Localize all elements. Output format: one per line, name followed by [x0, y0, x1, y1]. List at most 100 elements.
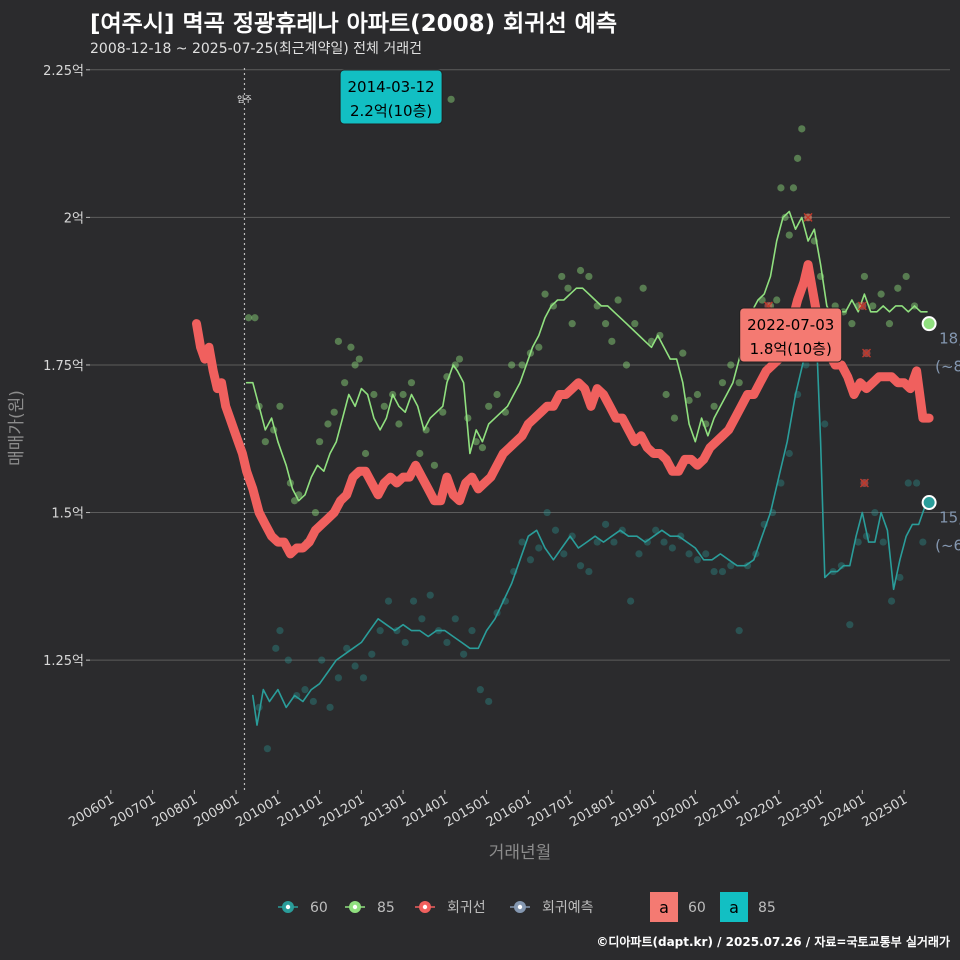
scatter-point-60 [919, 538, 927, 546]
scatter-point-60 [334, 674, 342, 682]
scatter-point-85 [541, 290, 549, 298]
x-tick-label: 201901 [609, 792, 659, 830]
scatter-point-85 [670, 414, 679, 422]
scatter-point-60 [585, 567, 593, 576]
scatter-point-85 [639, 284, 647, 292]
scatter-point-60 [272, 644, 280, 652]
x-tick-label: 201801 [567, 792, 617, 830]
scatter-point-60 [376, 627, 384, 635]
scatter-point-85 [614, 296, 622, 304]
scatter-point-60 [821, 420, 829, 428]
x-tick-label: 202001 [651, 792, 701, 830]
scatter-point-60 [343, 644, 351, 652]
scatter-point-85 [718, 379, 727, 387]
scatter-point-85 [334, 337, 342, 345]
x-tick-label: 201601 [484, 792, 534, 830]
scatter-point-85 [493, 390, 501, 399]
scatter-point-60 [476, 686, 484, 694]
legend-key-center [422, 904, 428, 910]
prediction-value-label: 18,200 [939, 330, 960, 348]
scatter-point-60 [887, 597, 896, 605]
y-tick-label: 1.25억 [43, 654, 84, 669]
scatter-point-60 [601, 520, 610, 528]
scatter-point-85 [848, 320, 856, 328]
scatter-point-60 [560, 550, 568, 558]
scatter-point-60 [409, 597, 418, 605]
scatter-point-60 [896, 573, 904, 582]
scatter-point-60 [677, 532, 685, 540]
scatter-point-85 [324, 420, 332, 428]
scatter-point-60 [913, 479, 921, 487]
scatter-point-85 [558, 272, 566, 281]
scatter-point-60 [693, 556, 702, 564]
scatter-point-85 [885, 320, 894, 328]
scatter-point-60 [593, 538, 601, 546]
scatter-point-60 [368, 650, 376, 658]
scatter-point-85 [464, 414, 472, 422]
scatter-point-85 [869, 302, 877, 310]
scatter-point-60 [627, 597, 635, 605]
scatter-point-60 [660, 538, 668, 546]
scatter-point-85 [608, 337, 616, 345]
prediction-point-85 [921, 316, 937, 332]
scatter-point-85 [485, 402, 493, 410]
scatter-point-85 [622, 361, 631, 369]
x-tick-label: 201301 [359, 792, 409, 830]
x-tick-label: 200901 [192, 792, 242, 830]
move-in-marker: 입주 [237, 68, 252, 790]
scatter-point-85 [508, 361, 516, 369]
annotation-date: 2014-03-12 [348, 78, 435, 96]
legend-key-center [517, 904, 523, 910]
scatter-point-60 [326, 703, 334, 711]
legend-key-center [285, 904, 291, 910]
scatter-point-60 [735, 627, 743, 635]
x-tick-label: 202201 [734, 792, 784, 830]
chart-subtitle: 2008-12-18 ~ 2025-07-25(최근계약일) 전체 거래건 [90, 41, 422, 57]
series-line-85 [245, 210, 928, 502]
scatter-point-60 [635, 550, 643, 558]
scatter-point-85 [679, 349, 687, 357]
scatter-point-85 [727, 361, 735, 369]
scatter-point-60 [309, 697, 317, 706]
x-tick-label: 201401 [400, 792, 450, 830]
legend-key-center [352, 904, 358, 910]
scatter-point-60 [551, 526, 560, 534]
scatter-point-60 [401, 638, 409, 647]
y-tick-label: 2.25억 [43, 64, 84, 79]
prediction-value-label: 15,167 [939, 509, 960, 527]
scatter-point-85 [735, 379, 743, 387]
scatter-point-85 [518, 361, 526, 369]
scatter-point-60 [710, 567, 718, 576]
scatter-point-85 [785, 231, 793, 239]
scatter-point-60 [846, 621, 854, 629]
x-tick-label: 200601 [66, 792, 116, 830]
scatter-point-60 [526, 556, 535, 564]
scatter-point-60 [518, 538, 526, 546]
x-tick-label: 201701 [526, 792, 576, 830]
annotation-box [739, 307, 843, 363]
scatter-point-85 [355, 355, 363, 363]
scatter-point-60 [904, 479, 912, 487]
x-tick-label: 200701 [108, 792, 158, 830]
prediction-points: 18,200 (~85㎡) 15,167 (~60㎡) [921, 316, 960, 555]
scatter-point-60 [443, 638, 451, 647]
scatter-point-85 [631, 320, 639, 328]
prediction-area-label: (~85㎡) [935, 358, 960, 376]
scatter-point-85 [251, 314, 259, 322]
move-in-label: 입주 [237, 95, 252, 104]
legend-label-swatch [720, 892, 748, 922]
legend-label-text: 60 [688, 900, 706, 916]
scatter-point-60 [576, 562, 585, 570]
scatter-point-85 [439, 408, 447, 416]
scatter-point-85 [585, 272, 593, 281]
scatter-point-60 [785, 449, 793, 458]
scatter-point-60 [837, 562, 846, 570]
scatter-point-60 [384, 597, 393, 605]
scatter-point-85 [472, 438, 480, 446]
x-tick-label: 201101 [275, 792, 325, 830]
scatter-point-85 [576, 266, 585, 275]
scatter-point-85 [777, 184, 785, 192]
scatter-point-60 [652, 526, 660, 534]
scatter-point-85 [430, 461, 439, 469]
